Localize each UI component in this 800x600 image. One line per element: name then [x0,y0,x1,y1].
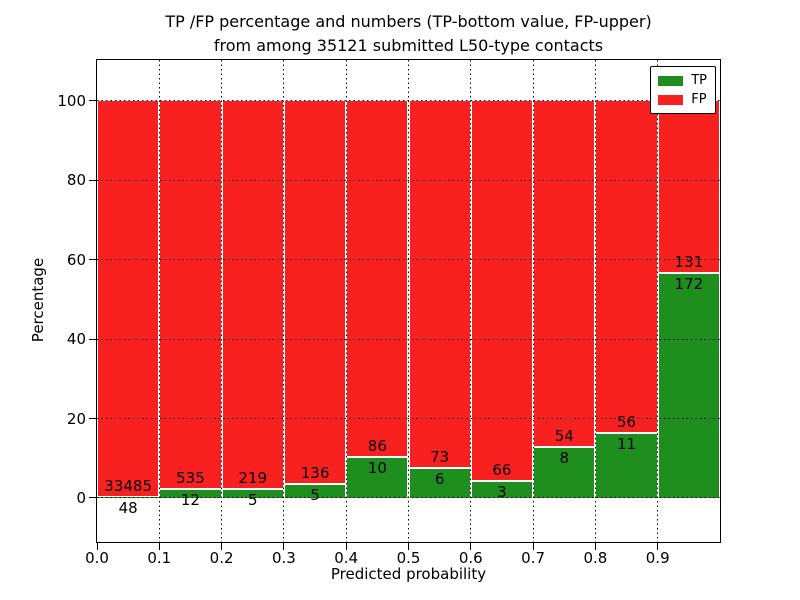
bar-fp-segment [283,100,347,484]
bar-fp-segment [470,100,534,481]
gridline-horizontal [97,338,720,340]
fp-count-label: 131 [674,252,704,271]
gridline-vertical [657,60,659,542]
y-tick [89,259,96,261]
tp-count-label: 12 [180,491,200,510]
x-tick [657,543,659,550]
gridline-horizontal [97,100,720,102]
tp-count-label: 5 [247,491,258,510]
legend-label: TP [691,73,707,88]
gridline-vertical [470,60,472,542]
legend-label: FP [691,92,707,107]
gridline-horizontal [97,497,720,499]
y-tick [89,497,96,499]
fp-count-label: 33485 [104,477,152,496]
bar-tp-segment [346,456,409,498]
x-tick-label: 0.8 [583,549,608,567]
x-tick [594,543,596,550]
fp-count-label: 219 [238,469,268,488]
bar-fp-segment [346,100,409,457]
x-tick-label: 0.5 [396,549,421,567]
x-tick-label: 0.9 [645,549,670,567]
bar-fp-segment [408,100,471,468]
x-tick-label: 0.6 [458,549,483,567]
gridline-vertical [221,60,223,542]
y-tick-label: 100 [57,91,86,110]
tp-count-label: 3 [497,482,507,501]
x-tick [470,543,472,550]
gridline-vertical [158,60,160,542]
x-tick-label: 0.1 [147,549,172,567]
gridline-horizontal [97,418,720,420]
fp-count-label: 535 [176,469,205,488]
x-tick-label: 0.0 [85,549,109,567]
gridline-vertical [283,60,285,542]
x-tick-label: 0.7 [521,549,546,567]
fp-count-label: 73 [430,447,450,466]
bar-fp-segment [221,100,284,490]
plot-area: TP FP 33485 48 535 12 219 5 136 5 86 10 73 6 66 3 54 8 56… [96,59,721,543]
legend: TP FP [650,66,716,114]
bar-tp-segment [470,480,534,498]
x-tick-label: 0.3 [271,549,296,567]
y-tick-label: 20 [66,409,86,428]
gridline-horizontal [97,259,720,261]
y-tick [89,179,96,181]
y-tick [89,338,96,340]
bar-tp-segment [408,467,471,498]
bar-fp-segment [595,100,658,433]
fp-count-label: 136 [300,463,330,482]
x-tick-label: 0.4 [334,549,359,567]
x-axis-label: Predicted probability [330,565,487,583]
chart-title: TP /FP percentage and numbers (TP-bottom… [96,10,721,58]
bar-fp-segment [159,100,222,490]
legend-swatch-fp-icon [658,94,684,105]
bar-tp-segment [159,489,222,498]
y-tick-label: 80 [66,171,86,190]
tp-count-label: 6 [434,469,445,488]
bar-tp-segment [657,272,720,498]
legend-row: FP [658,90,707,109]
tp-count-label: 10 [367,458,387,477]
x-tick [221,543,223,550]
x-tick [283,543,285,550]
tp-count-label: 48 [118,499,138,518]
gridline-vertical [532,60,534,542]
bar-tp-segment [283,483,347,498]
gridline-vertical [408,60,409,542]
x-tick [158,543,160,550]
chart-title-line1: TP /FP percentage and numbers (TP-bottom… [165,12,652,31]
gridline-horizontal [97,179,720,181]
bar-tp-segment [533,446,596,498]
tp-count-label: 11 [617,434,637,453]
x-tick [345,543,347,550]
x-tick-label: 0.2 [209,549,234,567]
tp-count-label: 8 [559,448,570,467]
y-tick [89,418,96,420]
bar-fp-segment [97,100,160,498]
fp-count-label: 56 [617,412,637,431]
y-tick-label: 40 [66,330,86,349]
y-tick-label: 60 [66,250,86,269]
legend-row: TP [658,71,707,90]
fp-count-label: 86 [367,436,387,455]
gridline-vertical [345,60,347,542]
x-tick [408,543,409,550]
y-tick [89,100,96,102]
fp-count-label: 54 [554,426,574,445]
x-tick [532,543,534,550]
bar-tp-segment [595,432,658,498]
legend-swatch-tp-icon [658,75,684,86]
tp-count-label: 5 [310,485,320,504]
gridline-vertical [594,60,596,542]
bar-fp-segment [657,100,720,273]
y-tick-label: 0 [76,488,86,507]
tp-count-label: 172 [674,274,704,293]
fp-count-label: 66 [492,460,512,479]
chart-title-line2: from among 35121 submitted L50-type cont… [213,36,604,55]
bar-tp-segment [221,489,284,498]
x-tick [96,543,98,550]
bar-fp-segment [533,100,596,447]
